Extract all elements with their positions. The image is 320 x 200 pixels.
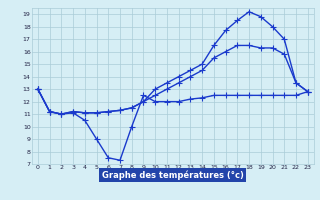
X-axis label: Graphe des températures (°c): Graphe des températures (°c) [102,170,244,180]
